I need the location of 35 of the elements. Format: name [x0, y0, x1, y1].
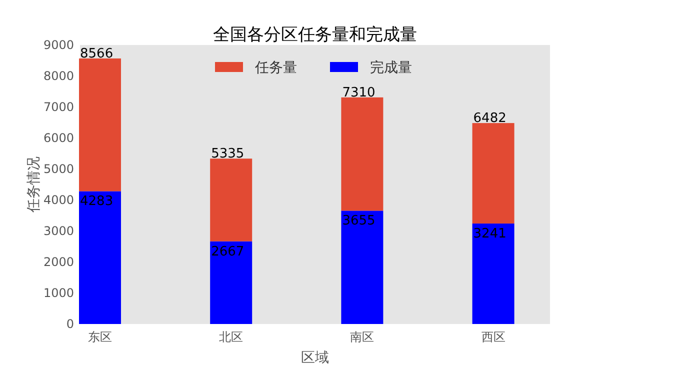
x-tick-label: 西区: [481, 330, 506, 344]
y-tick-label: 2000: [43, 255, 74, 269]
x-tick-label: 北区: [219, 330, 244, 344]
chart-title: 全国各分区任务量和完成量: [213, 25, 417, 45]
bar: [79, 191, 121, 324]
data-label: 4283: [80, 194, 114, 210]
bar: [341, 210, 384, 324]
total-label: 5335: [211, 146, 244, 162]
data-label: 3655: [342, 214, 376, 229]
bar: [210, 158, 252, 242]
y-tick-label: 9000: [43, 38, 74, 52]
total-label: 8566: [80, 46, 114, 62]
y-tick-label: 0: [66, 317, 74, 331]
bar: [210, 241, 252, 324]
y-tick-label: 4000: [43, 193, 74, 207]
y-tick-label: 8000: [43, 69, 74, 83]
y-tick-label: 6000: [43, 131, 74, 145]
y-tick-label: 5000: [43, 162, 74, 176]
bar: [79, 58, 121, 192]
x-tick-label: 东区: [88, 330, 112, 344]
total-label: 6482: [473, 111, 506, 126]
data-label: 3241: [473, 226, 506, 242]
y-tick-label: 3000: [43, 224, 74, 238]
legend-label: 任务量: [254, 60, 297, 76]
data-label: 2667: [211, 244, 244, 260]
x-axis-title: 区域: [301, 350, 329, 366]
y-tick-label: 7000: [43, 100, 74, 114]
bar: [472, 123, 514, 224]
y-tick-label: 1000: [43, 286, 74, 300]
legend-label: 完成量: [370, 60, 412, 76]
y-axis-title: 任务情况: [26, 156, 42, 214]
bar: [341, 97, 384, 211]
total-label: 7310: [342, 85, 376, 100]
x-tick-label: 南区: [350, 330, 374, 344]
bar: [472, 224, 514, 324]
